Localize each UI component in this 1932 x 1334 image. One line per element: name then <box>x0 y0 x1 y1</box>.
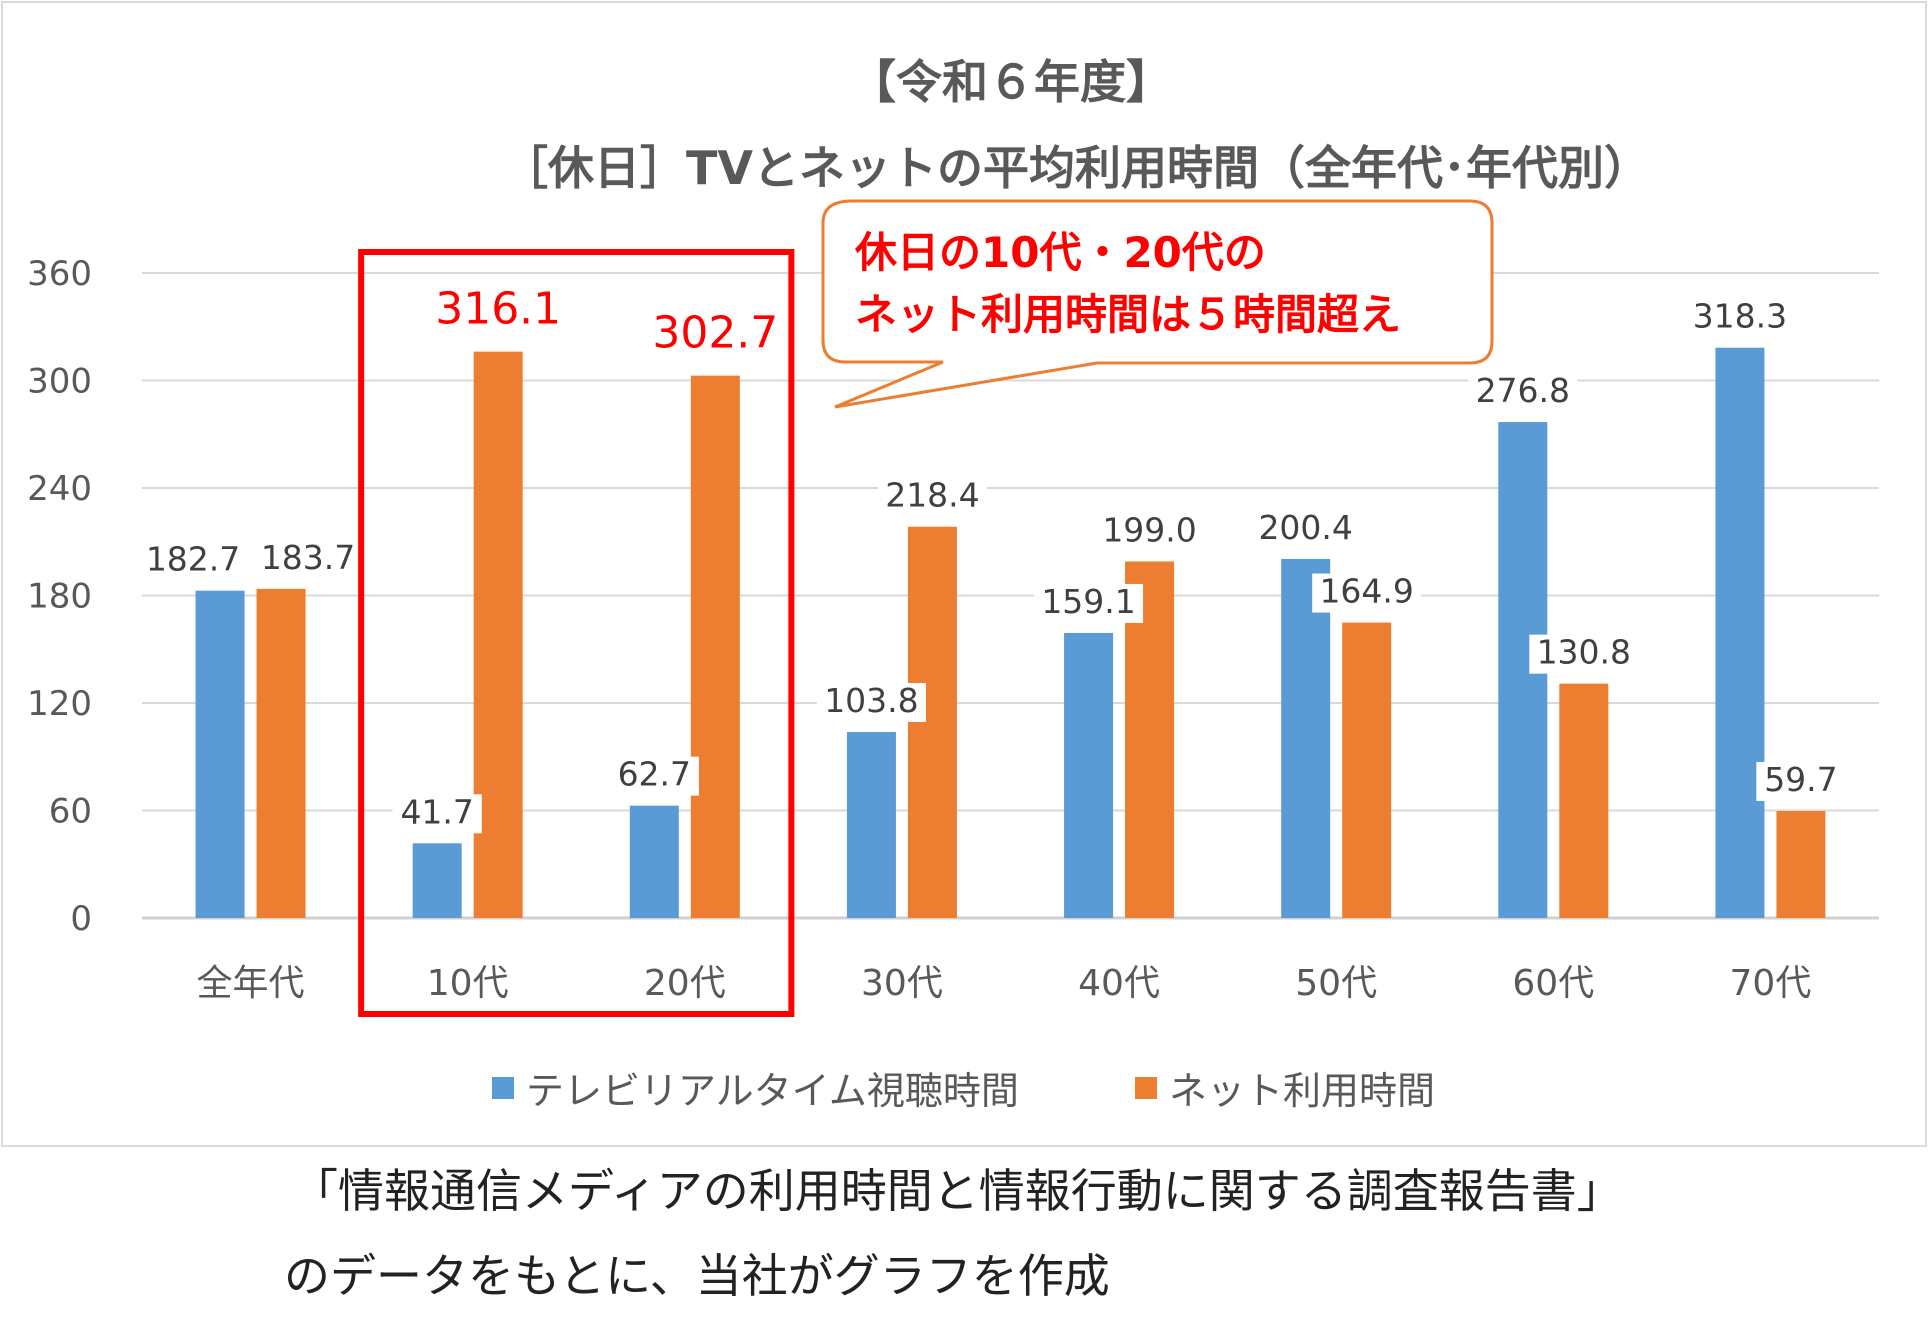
y-tick-label: 120 <box>27 684 92 724</box>
data-label-bg <box>644 307 787 358</box>
data-label-bg <box>1529 634 1639 674</box>
x-tick-label: 30代 <box>861 963 943 1004</box>
legend-item-net: ネット利用時間 <box>1135 1060 1435 1115</box>
data-label-bg <box>253 539 363 579</box>
data-label: 318.3 <box>1693 297 1787 336</box>
callout-bubble <box>821 199 1494 409</box>
callout-line-1: 休日の10代・20代の <box>855 228 1266 277</box>
bar-net <box>1342 622 1392 918</box>
data-label: 41.7 <box>400 792 473 831</box>
data-label-bg <box>1312 573 1422 613</box>
data-label-bg <box>816 683 926 723</box>
data-label-bg <box>392 794 482 834</box>
highlight-box <box>358 249 795 1017</box>
data-label: 164.9 <box>1319 572 1413 611</box>
legend-swatch-tv <box>492 1076 514 1099</box>
bar-tv <box>1064 632 1114 918</box>
data-label: 302.7 <box>652 308 778 359</box>
bar-net <box>256 588 306 918</box>
data-label-bg <box>1034 583 1144 623</box>
y-tick-label: 180 <box>27 577 92 617</box>
data-label-bg <box>138 541 248 581</box>
legend-label-tv: テレビリアルタイム視聴時間 <box>526 1069 1019 1113</box>
callout-line-2: ネット利用時間は５時間超え <box>855 290 1402 339</box>
data-label: 276.8 <box>1476 371 1570 410</box>
data-label-bg <box>427 283 570 334</box>
x-tick-label: 全年代 <box>197 963 305 1004</box>
data-label: 183.7 <box>261 538 355 577</box>
data-label: 130.8 <box>1537 633 1631 672</box>
chart-frame <box>1 1 1927 1147</box>
x-tick-label: 70代 <box>1730 963 1812 1004</box>
data-label: 159.1 <box>1041 582 1135 621</box>
data-label-bg <box>609 756 699 796</box>
legend-item-tv: テレビリアルタイム視聴時間 <box>492 1060 1019 1115</box>
data-label-bg <box>1095 512 1205 552</box>
y-tick-label: 360 <box>27 254 92 294</box>
bar-net <box>1776 811 1826 918</box>
x-tick-label: 10代 <box>427 963 509 1004</box>
data-label-bg <box>1756 762 1846 802</box>
bar-tv <box>629 805 679 918</box>
bar-tv <box>846 732 896 918</box>
callout-text: 休日の10代・20代の ネット利用時間は５時間超え <box>855 222 1401 346</box>
x-tick-label: 50代 <box>1295 963 1377 1004</box>
data-label-bg <box>1251 509 1361 549</box>
x-tick-label: 20代 <box>644 963 726 1004</box>
bar-tv <box>1715 347 1765 918</box>
data-label-bg <box>877 477 987 517</box>
bar-net <box>690 375 740 919</box>
data-label-bg <box>1685 298 1795 338</box>
bar-net <box>1559 683 1609 918</box>
y-tick-label: 60 <box>49 792 92 832</box>
y-tick-label: 300 <box>27 362 92 402</box>
data-label-bg <box>1468 373 1578 413</box>
data-label: 316.1 <box>435 284 561 335</box>
data-label: 200.4 <box>1258 508 1352 547</box>
legend-label-net: ネット利用時間 <box>1169 1069 1436 1113</box>
footer-line-1: 「情報通信メディアの利用時間と情報行動に関する調査報告書」 <box>292 1164 1623 1218</box>
data-label: 199.0 <box>1102 510 1196 549</box>
data-label: 218.4 <box>885 476 979 515</box>
data-label: 182.7 <box>146 540 240 579</box>
chart-subtitle: ［休日］TVとネットの平均利用時間（全年代･年代別） <box>502 141 1650 195</box>
bar-tv <box>1281 558 1331 918</box>
bar-tv <box>195 590 245 918</box>
bar-tv <box>412 843 462 918</box>
x-tick-label: 60代 <box>1512 963 1594 1004</box>
data-label: 62.7 <box>618 755 691 794</box>
y-tick-label: 0 <box>70 899 92 939</box>
footer-line-2: のデータをもとに、当社がグラフを作成 <box>284 1249 1110 1303</box>
data-label: 59.7 <box>1764 760 1837 799</box>
data-label: 103.8 <box>824 681 918 720</box>
legend-swatch-net <box>1135 1076 1157 1099</box>
chart-title: 【令和６年度】 <box>850 55 1172 109</box>
bar-net <box>473 351 523 918</box>
x-tick-label: 40代 <box>1078 963 1160 1004</box>
bar-net <box>907 526 957 918</box>
y-tick-label: 240 <box>27 469 92 509</box>
